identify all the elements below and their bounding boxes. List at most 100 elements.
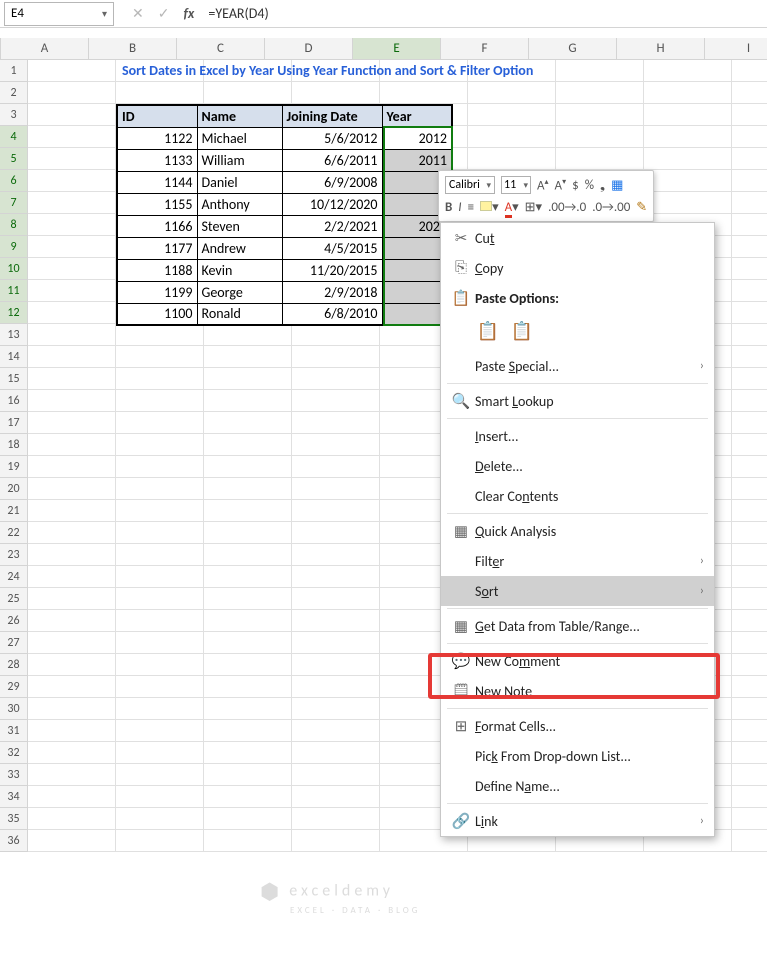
align-icon[interactable]: ≡ bbox=[468, 200, 474, 215]
cell[interactable] bbox=[204, 82, 292, 104]
row-header-18[interactable]: 18 bbox=[0, 434, 28, 456]
cell[interactable] bbox=[116, 478, 204, 500]
cell[interactable] bbox=[292, 632, 380, 654]
row-header-25[interactable]: 25 bbox=[0, 588, 28, 610]
menu-sort[interactable]: Sort › bbox=[441, 576, 714, 606]
cell-name[interactable]: Ronald bbox=[197, 303, 282, 325]
menu-smart-lookup[interactable]: 🔍 Smart Lookup bbox=[441, 386, 714, 416]
menu-get-data[interactable]: ▦ Get Data from Table/Range... bbox=[441, 611, 714, 641]
cell[interactable] bbox=[292, 544, 380, 566]
currency-icon[interactable]: $ bbox=[572, 178, 579, 193]
cell[interactable] bbox=[28, 280, 116, 302]
cell[interactable] bbox=[732, 434, 767, 456]
menu-new-note[interactable]: 🗒 New Note bbox=[441, 676, 714, 706]
cell[interactable] bbox=[468, 104, 556, 126]
row-header-5[interactable]: 5 bbox=[0, 148, 28, 170]
cell-id[interactable]: 1144 bbox=[117, 171, 197, 193]
cell[interactable] bbox=[28, 522, 116, 544]
cell[interactable] bbox=[732, 786, 767, 808]
menu-format-cells[interactable]: ⊞ Format Cells... bbox=[441, 711, 714, 741]
cell[interactable] bbox=[204, 720, 292, 742]
cell-name[interactable]: William bbox=[197, 149, 282, 171]
cell[interactable] bbox=[28, 830, 116, 852]
cancel-icon[interactable]: ✕ bbox=[132, 5, 144, 22]
cell[interactable] bbox=[204, 830, 292, 852]
cell[interactable] bbox=[28, 126, 116, 148]
cell[interactable] bbox=[292, 412, 380, 434]
cell[interactable] bbox=[292, 764, 380, 786]
cell[interactable] bbox=[28, 500, 116, 522]
row-header-16[interactable]: 16 bbox=[0, 390, 28, 412]
cell[interactable] bbox=[28, 148, 116, 170]
cell[interactable] bbox=[28, 478, 116, 500]
cell-name[interactable]: George bbox=[197, 281, 282, 303]
cell[interactable] bbox=[116, 324, 204, 346]
cell[interactable] bbox=[732, 280, 767, 302]
cell[interactable] bbox=[292, 522, 380, 544]
cell[interactable] bbox=[732, 566, 767, 588]
cell[interactable] bbox=[28, 170, 116, 192]
row-header-4[interactable]: 4 bbox=[0, 126, 28, 148]
menu-quick-analysis[interactable]: ▦ Quick Analysis bbox=[441, 516, 714, 546]
cell[interactable] bbox=[644, 104, 732, 126]
cell[interactable] bbox=[732, 192, 767, 214]
cell-id[interactable]: 1199 bbox=[117, 281, 197, 303]
cell-name[interactable]: Michael bbox=[197, 127, 282, 149]
cell[interactable] bbox=[116, 698, 204, 720]
cell[interactable] bbox=[292, 698, 380, 720]
col-header-E[interactable]: E bbox=[353, 38, 441, 59]
cell[interactable] bbox=[116, 742, 204, 764]
cell[interactable] bbox=[28, 720, 116, 742]
cell[interactable] bbox=[732, 324, 767, 346]
cell[interactable] bbox=[204, 588, 292, 610]
cell-date[interactable]: 10/12/2020 bbox=[282, 193, 382, 215]
cell[interactable] bbox=[732, 610, 767, 632]
cell[interactable] bbox=[732, 654, 767, 676]
cell[interactable] bbox=[116, 368, 204, 390]
increase-font-icon[interactable]: A▴ bbox=[537, 177, 549, 193]
menu-clear-contents[interactable]: Clear Contents bbox=[441, 481, 714, 511]
cell[interactable] bbox=[732, 764, 767, 786]
cell[interactable] bbox=[292, 830, 380, 852]
menu-new-comment[interactable]: 💬 New Comment bbox=[441, 646, 714, 676]
cell[interactable] bbox=[28, 456, 116, 478]
cell[interactable] bbox=[28, 236, 116, 258]
col-header-A[interactable]: A bbox=[1, 38, 89, 59]
cell[interactable] bbox=[732, 126, 767, 148]
cell[interactable] bbox=[732, 104, 767, 126]
cell[interactable] bbox=[28, 82, 116, 104]
cell[interactable] bbox=[732, 170, 767, 192]
cell[interactable] bbox=[732, 544, 767, 566]
cell[interactable] bbox=[732, 632, 767, 654]
cell[interactable] bbox=[28, 346, 116, 368]
cell-date[interactable]: 2/9/2018 bbox=[282, 281, 382, 303]
cell[interactable] bbox=[292, 566, 380, 588]
cell[interactable] bbox=[732, 82, 767, 104]
cell[interactable] bbox=[116, 720, 204, 742]
row-header-33[interactable]: 33 bbox=[0, 764, 28, 786]
cell[interactable] bbox=[468, 126, 556, 148]
row-header-19[interactable]: 19 bbox=[0, 456, 28, 478]
accept-icon[interactable]: ✓ bbox=[158, 5, 170, 22]
row-header-20[interactable]: 20 bbox=[0, 478, 28, 500]
cell[interactable] bbox=[116, 654, 204, 676]
cell[interactable] bbox=[28, 544, 116, 566]
cell-id[interactable]: 1133 bbox=[117, 149, 197, 171]
cell-id[interactable]: 1155 bbox=[117, 193, 197, 215]
cell-id[interactable]: 1166 bbox=[117, 215, 197, 237]
row-header-13[interactable]: 13 bbox=[0, 324, 28, 346]
bold-button[interactable]: B bbox=[445, 200, 452, 215]
cell[interactable] bbox=[116, 566, 204, 588]
cell[interactable] bbox=[204, 786, 292, 808]
font-size-select[interactable]: 11▾ bbox=[501, 176, 531, 194]
cell[interactable] bbox=[28, 390, 116, 412]
cell[interactable] bbox=[204, 632, 292, 654]
cell[interactable] bbox=[732, 148, 767, 170]
cell[interactable] bbox=[116, 786, 204, 808]
row-header-34[interactable]: 34 bbox=[0, 786, 28, 808]
cell[interactable] bbox=[28, 786, 116, 808]
cell[interactable] bbox=[204, 368, 292, 390]
cell[interactable] bbox=[292, 654, 380, 676]
cell[interactable] bbox=[732, 830, 767, 852]
format-table-icon[interactable]: ▦ bbox=[611, 178, 623, 193]
